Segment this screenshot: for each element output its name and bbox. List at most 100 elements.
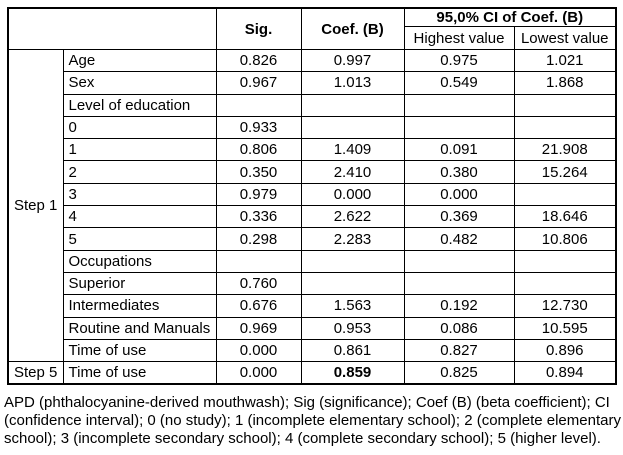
cell-ci-low: 15.264	[513, 160, 617, 184]
footnote-line-2: (confidence interval); 0 (no study); 1 (…	[4, 412, 621, 430]
cell-ci-high: 0.549	[403, 71, 515, 95]
cell-coef: 0.953	[300, 316, 405, 340]
footnote-line-1: APD (phthalocyanine-derived mouthwash); …	[4, 394, 610, 412]
cell-sig	[215, 93, 302, 117]
table-row-routine-manuals: Routine and Manuals 0.969 0.953 0.086 10…	[8, 316, 617, 340]
footnote: APD (phthalocyanine-derived mouthwash); …	[4, 394, 621, 448]
table-row-time-of-use: Time of use 0.000 0.861 0.827 0.896	[8, 338, 617, 363]
regression-table: Sig. Coef. (B) 95,0% CI of Coef. (B) Hig…	[7, 7, 617, 386]
cell-sig: 0.676	[215, 294, 302, 318]
table-row-intermediates: Intermediates 0.676 1.563 0.192 12.730	[8, 294, 617, 318]
cell-coef: 1.409	[300, 138, 405, 162]
page: Sig. Coef. (B) 95,0% CI of Coef. (B) Hig…	[0, 7, 623, 455]
cell-ci-high: 0.091	[403, 138, 515, 162]
cell-ci-high	[403, 115, 515, 140]
cell-coef: 2.283	[300, 227, 405, 251]
cell-label: 5	[62, 227, 217, 251]
cell-ci-low	[513, 182, 617, 207]
cell-ci-low: 10.806	[513, 227, 617, 251]
cell-ci-low: 0.896	[513, 338, 617, 363]
cell-ci-high: 0.192	[403, 294, 515, 318]
cell-sig: 0.967	[215, 71, 302, 95]
table-row-sex: Sex 0.967 1.013 0.549 1.868	[8, 71, 617, 95]
cell-sig: 0.806	[215, 138, 302, 162]
cell-ci-high: 0.825	[403, 361, 515, 385]
cell-ci-high: 0.380	[403, 160, 515, 184]
table-row-edu-1: 1 0.806 1.409 0.091 21.908	[8, 138, 617, 162]
cell-label: Time of use	[62, 361, 217, 385]
cell-sig	[215, 249, 302, 273]
cell-coef: 0.997	[300, 48, 405, 73]
col-header-ci: 95,0% CI of Coef. (B)	[403, 7, 617, 27]
cell-ci-low	[513, 249, 617, 273]
table-row-edu-2: 2 0.350 2.410 0.380 15.264	[8, 160, 617, 184]
cell-coef	[300, 249, 405, 273]
header-row-sub: Highest value Lowest value	[8, 26, 617, 50]
table-row-edu-5: 5 0.298 2.283 0.482 10.806	[8, 227, 617, 251]
cell-sig: 0.933	[215, 115, 302, 140]
cell-label: Intermediates	[62, 294, 217, 318]
cell-ci-low: 21.908	[513, 138, 617, 162]
col-header-ci-highest: Highest value	[403, 26, 515, 50]
cell-sig: 0.826	[215, 48, 302, 73]
cell-label: 4	[62, 205, 217, 229]
cell-ci-high	[403, 93, 515, 117]
cell-coef	[300, 271, 405, 296]
cell-ci-low	[513, 93, 617, 117]
cell-coef: 2.410	[300, 160, 405, 184]
cell-ci-low: 0.894	[513, 361, 617, 385]
cell-ci-low: 10.595	[513, 316, 617, 340]
table-row-occupations-header: Occupations	[8, 249, 617, 273]
header-row-top: Sig. Coef. (B) 95,0% CI of Coef. (B)	[7, 7, 617, 50]
cell-ci-high: 0.369	[403, 205, 515, 229]
cell-ci-low	[513, 271, 617, 296]
cell-label: 3	[62, 182, 217, 207]
cell-coef: 1.563	[300, 294, 405, 318]
cell-sig: 0.298	[215, 227, 302, 251]
cell-coef: 1.013	[300, 71, 405, 95]
cell-ci-high: 0.000	[403, 182, 515, 207]
cell-coef: 2.622	[300, 205, 405, 229]
cell-ci-low: 1.021	[513, 48, 617, 73]
cell-label: Routine and Manuals	[62, 316, 217, 340]
cell-label: Sex	[62, 71, 217, 95]
table-row-superior: Superior 0.760	[8, 271, 617, 296]
cell-sig: 0.000	[215, 338, 302, 363]
cell-ci-high	[403, 271, 515, 296]
cell-coef: 0.000	[300, 182, 405, 207]
step5-cell: Step 5	[7, 361, 64, 385]
cell-label: Occupations	[62, 249, 217, 273]
cell-sig: 0.969	[215, 316, 302, 340]
cell-label: Level of education	[62, 93, 217, 117]
cell-ci-low	[513, 115, 617, 140]
cell-label: 1	[62, 138, 217, 162]
cell-label: Superior	[62, 271, 217, 296]
cell-sig: 0.760	[215, 271, 302, 296]
cell-ci-high	[403, 249, 515, 273]
table-row-step5-time-of-use: Step 5 Time of use 0.000 0.859 0.825 0.8…	[7, 361, 617, 385]
corner-cell	[7, 7, 217, 50]
cell-sig: 0.350	[215, 160, 302, 184]
cell-sig: 0.336	[215, 205, 302, 229]
table-row-edu-0: 0 0.933	[8, 115, 617, 140]
cell-label: Time of use	[62, 338, 217, 363]
cell-label: Age	[62, 48, 217, 73]
footnote-line-3: school); 3 (incomplete secondary school)…	[4, 430, 601, 448]
cell-label: 2	[62, 160, 217, 184]
cell-ci-low: 18.646	[513, 205, 617, 229]
step1-cell: Step 1	[7, 48, 64, 363]
cell-ci-low: 1.868	[513, 71, 617, 95]
cell-ci-low: 12.730	[513, 294, 617, 318]
table-row-edu-4: 4 0.336 2.622 0.369 18.646	[8, 205, 617, 229]
cell-coef: 0.861	[300, 338, 405, 363]
cell-ci-high: 0.827	[403, 338, 515, 363]
cell-sig: 0.979	[215, 182, 302, 207]
col-header-coef: Coef. (B)	[300, 7, 405, 50]
cell-coef	[300, 115, 405, 140]
cell-label: 0	[62, 115, 217, 140]
cell-coef	[300, 93, 405, 117]
cell-coef-bold: 0.859	[300, 361, 405, 385]
cell-ci-high: 0.086	[403, 316, 515, 340]
col-header-sig: Sig.	[215, 7, 302, 50]
cell-ci-high: 0.975	[403, 48, 515, 73]
